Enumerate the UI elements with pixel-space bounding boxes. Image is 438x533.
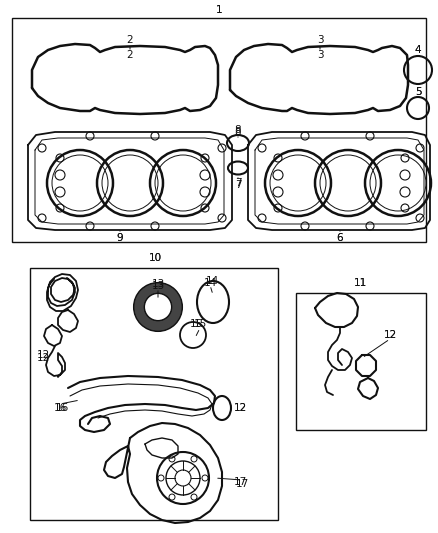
Text: 10: 10 xyxy=(148,253,162,263)
Bar xyxy=(30,268,278,520)
Text: 6: 6 xyxy=(337,233,343,243)
Text: 17: 17 xyxy=(235,479,249,489)
Text: 15: 15 xyxy=(189,319,203,329)
Text: 4: 4 xyxy=(415,45,421,55)
Wedge shape xyxy=(134,283,182,331)
Text: 2: 2 xyxy=(127,35,133,45)
Text: 8: 8 xyxy=(235,125,241,135)
Text: 3: 3 xyxy=(317,35,323,45)
Bar xyxy=(12,18,426,242)
Text: 11: 11 xyxy=(353,278,367,288)
Text: 11: 11 xyxy=(353,278,367,288)
Text: 1: 1 xyxy=(215,5,223,15)
Text: 12: 12 xyxy=(233,403,247,413)
Text: 14: 14 xyxy=(205,276,219,286)
Text: 16: 16 xyxy=(55,403,69,413)
Text: 17: 17 xyxy=(233,477,247,487)
Text: 5: 5 xyxy=(415,87,421,97)
Text: 8: 8 xyxy=(235,127,241,137)
Text: 16: 16 xyxy=(53,403,67,413)
Text: 12: 12 xyxy=(383,330,397,340)
Text: 12: 12 xyxy=(36,350,49,360)
Text: 2: 2 xyxy=(127,50,133,60)
Text: 12: 12 xyxy=(383,330,397,340)
Text: 4: 4 xyxy=(415,45,421,55)
Text: 13: 13 xyxy=(152,281,165,291)
Text: 3: 3 xyxy=(317,50,323,60)
Text: 10: 10 xyxy=(148,253,162,263)
Bar xyxy=(296,293,426,430)
Text: 9: 9 xyxy=(117,233,124,243)
Text: 14: 14 xyxy=(203,278,217,288)
Text: 13: 13 xyxy=(152,279,165,289)
Text: 5: 5 xyxy=(415,87,421,97)
Text: 1: 1 xyxy=(215,5,223,15)
Text: 12: 12 xyxy=(233,403,247,413)
Text: 7: 7 xyxy=(235,180,241,190)
Text: 12: 12 xyxy=(36,353,49,363)
Text: 15: 15 xyxy=(193,319,207,329)
Text: 6: 6 xyxy=(337,233,343,243)
Text: 7: 7 xyxy=(235,178,241,188)
Text: 9: 9 xyxy=(117,233,124,243)
